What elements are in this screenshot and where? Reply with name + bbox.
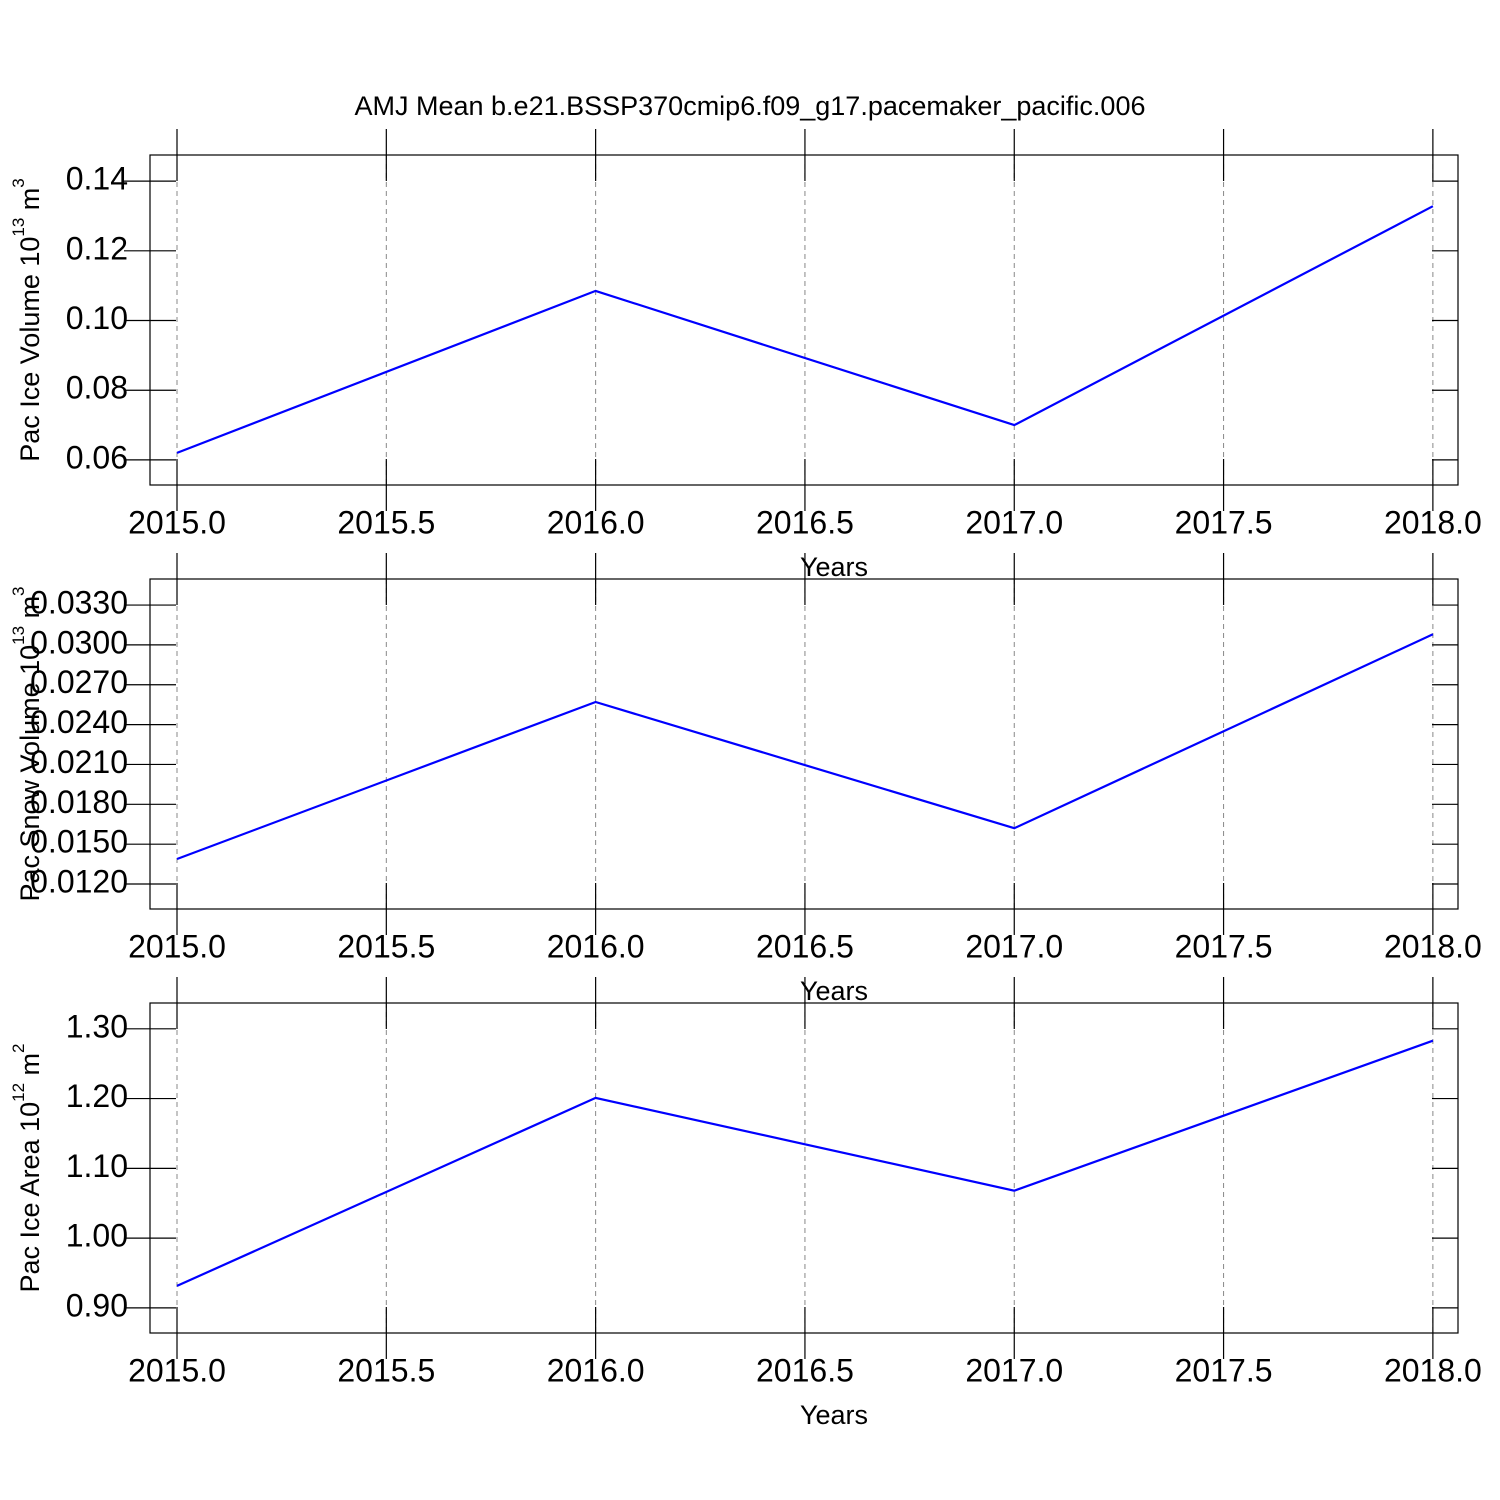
- y-tick-label: 0.0150: [30, 824, 128, 860]
- x-tick-label: 2016.0: [547, 504, 645, 540]
- x-axis-label: Years: [800, 976, 868, 1006]
- x-tick-label: 2015.0: [128, 928, 226, 964]
- y-tick-label: 1.30: [66, 1008, 128, 1044]
- y-tick-label: 0.0270: [30, 664, 128, 700]
- y-axis-label-exponent: 13: [9, 218, 28, 237]
- y-tick-label: 0.14: [66, 161, 128, 197]
- y-tick-label: 0.0240: [30, 704, 128, 740]
- x-tick-label: 2016.0: [547, 928, 645, 964]
- y-tick-label: 0.0300: [30, 624, 128, 660]
- y-tick-label: 0.0210: [30, 744, 128, 780]
- y-axis-label-part: m: [15, 188, 45, 218]
- y-axis-label-part: Pac Ice Volume 10: [15, 237, 45, 462]
- x-tick-label: 2016.5: [756, 504, 854, 540]
- x-tick-label: 2017.5: [1175, 1352, 1273, 1388]
- x-tick-label: 2017.0: [965, 1352, 1063, 1388]
- y-tick-label: 0.08: [66, 370, 128, 406]
- y-tick-label: 0.10: [66, 300, 128, 336]
- y-axis-label: Pac Snow Volume 1013 m3: [9, 586, 45, 901]
- y-tick-label: 0.06: [66, 439, 128, 475]
- y-axis-label: Pac Ice Volume 1013 m3: [9, 178, 45, 462]
- y-tick-label: 0.0330: [30, 584, 128, 620]
- y-tick-label: 1.20: [66, 1078, 128, 1114]
- x-axis-label: Years: [800, 1400, 868, 1430]
- data-line: [176, 633, 1434, 861]
- y-tick-label: 1.00: [66, 1218, 128, 1254]
- y-tick-label: 1.10: [66, 1148, 128, 1184]
- x-tick-label: 2017.0: [965, 928, 1063, 964]
- figure-title: AMJ Mean b.e21.BSSP370cmip6.f09_g17.pace…: [355, 91, 1146, 121]
- data-line: [176, 205, 1434, 454]
- y-axis-label-exponent: 12: [9, 1083, 28, 1102]
- x-tick-label: 2016.5: [756, 1352, 854, 1388]
- x-axis-label: Years: [800, 552, 868, 582]
- x-tick-label: 2016.0: [547, 1352, 645, 1388]
- x-tick-label: 2016.5: [756, 928, 854, 964]
- y-axis-label-exponent: 13: [9, 626, 28, 645]
- x-tick-label: 2018.0: [1384, 1352, 1482, 1388]
- x-tick-label: 2015.5: [337, 1352, 435, 1388]
- x-tick-label: 2015.0: [128, 1352, 226, 1388]
- x-tick-label: 2018.0: [1384, 504, 1482, 540]
- x-tick-label: 2015.5: [337, 928, 435, 964]
- y-tick-label: 0.0120: [30, 863, 128, 899]
- y-axis-label-part: m: [15, 1053, 45, 1083]
- x-tick-label: 2015.5: [337, 504, 435, 540]
- y-axis-label-exponent: 2: [9, 1043, 28, 1052]
- y-axis-label-part: Pac Snow Volume 10: [15, 645, 45, 902]
- y-tick-label: 0.0180: [30, 784, 128, 820]
- plot-frame: [149, 578, 1459, 910]
- y-axis-label-part: m: [15, 596, 45, 626]
- y-axis-label: Pac Ice Area 1012 m2: [9, 1043, 45, 1292]
- x-tick-label: 2015.0: [128, 504, 226, 540]
- x-tick-label: 2017.5: [1175, 504, 1273, 540]
- data-line: [176, 1039, 1434, 1287]
- x-tick-label: 2017.5: [1175, 928, 1273, 964]
- y-axis-label-exponent: 3: [9, 178, 28, 187]
- y-axis-label-exponent: 3: [9, 586, 28, 595]
- x-tick-label: 2017.0: [965, 504, 1063, 540]
- y-tick-label: 0.12: [66, 230, 128, 266]
- x-tick-label: 2018.0: [1384, 928, 1482, 964]
- y-axis-label-part: Pac Ice Area 10: [15, 1102, 45, 1293]
- y-tick-label: 0.90: [66, 1287, 128, 1323]
